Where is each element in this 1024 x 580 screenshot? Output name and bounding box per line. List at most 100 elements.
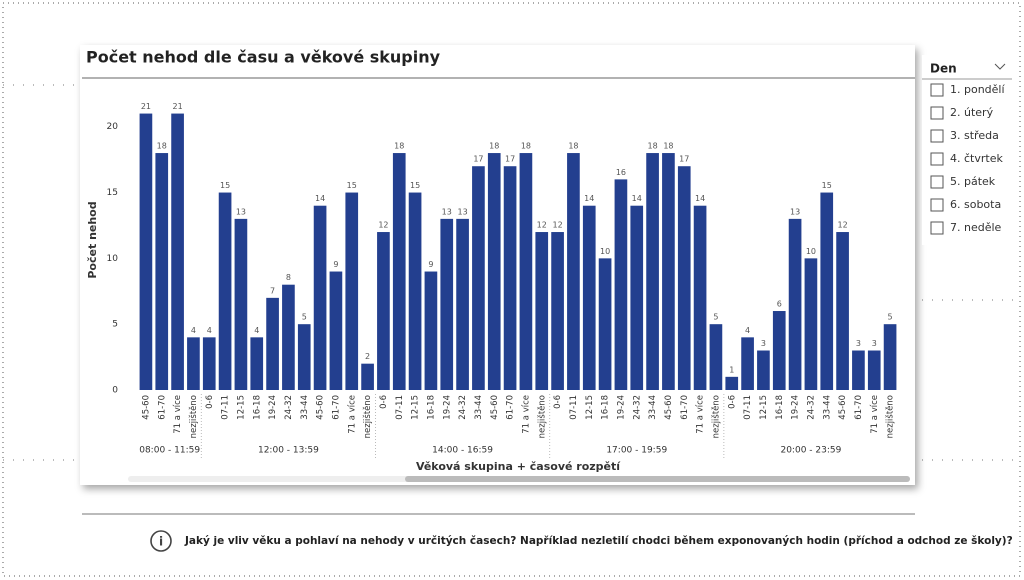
slicer-item[interactable]: 1. pondělí: [950, 83, 1005, 96]
bar[interactable]: [567, 153, 580, 390]
bar[interactable]: [630, 205, 644, 390]
bar[interactable]: [804, 258, 818, 390]
bar[interactable]: [836, 232, 849, 390]
slicer-item[interactable]: 3. středa: [950, 129, 999, 142]
bar[interactable]: [693, 205, 707, 390]
bar[interactable]: [646, 153, 659, 390]
bar[interactable]: [883, 324, 897, 390]
x-tick-label: 45-60: [490, 395, 500, 420]
data-label: 18: [157, 142, 167, 151]
x-tick-label: 71 a více: [521, 395, 531, 434]
x-tick-label: 33-44: [648, 395, 658, 420]
bar[interactable]: [535, 232, 549, 390]
x-tick-label: 61-70: [331, 395, 341, 420]
data-label: 9: [428, 260, 433, 269]
x-tick-label: 61-70: [157, 395, 167, 420]
bar[interactable]: [709, 324, 723, 390]
y-tick-label: 20: [107, 122, 119, 132]
bar[interactable]: [772, 311, 786, 390]
bar[interactable]: [598, 258, 612, 390]
data-label: 15: [347, 181, 357, 190]
bar[interactable]: [741, 337, 754, 390]
bar[interactable]: [297, 324, 311, 390]
bar[interactable]: [867, 350, 881, 390]
bar[interactable]: [440, 218, 454, 390]
slicer-item[interactable]: 2. úterý: [950, 106, 994, 119]
x-tick-label: 33-44: [474, 395, 484, 420]
data-label: 1: [729, 365, 734, 374]
bar[interactable]: [725, 376, 739, 390]
slicer-item[interactable]: 7. neděle: [950, 221, 1002, 234]
x-tick-label: 71 a více: [696, 395, 706, 434]
bar[interactable]: [250, 337, 264, 390]
slicer-checkbox[interactable]: [930, 129, 944, 143]
bar[interactable]: [456, 218, 469, 390]
x-tick-label: 16-18: [252, 395, 262, 420]
data-label: 5: [713, 313, 718, 322]
slicer-item[interactable]: 4. čtvrtek: [950, 152, 1003, 165]
bar[interactable]: [171, 113, 184, 391]
slicer-checkbox[interactable]: [930, 221, 944, 235]
slicer-item[interactable]: 5. pátek: [950, 175, 996, 188]
slicer-checkbox[interactable]: [930, 83, 944, 97]
data-label: 10: [806, 247, 816, 256]
bar[interactable]: [662, 153, 675, 390]
bar[interactable]: [757, 350, 770, 390]
bar[interactable]: [282, 284, 295, 390]
data-label: 13: [457, 207, 467, 216]
bar[interactable]: [551, 232, 564, 390]
y-tick-label: 5: [112, 320, 118, 330]
bar[interactable]: [677, 166, 691, 390]
x-tick-label: 12-15: [759, 395, 769, 420]
bar[interactable]: [155, 153, 169, 390]
bar[interactable]: [820, 192, 834, 390]
bar[interactable]: [614, 179, 628, 390]
bar[interactable]: [788, 218, 802, 390]
x-tick-label: 61-70: [506, 395, 516, 420]
slicer-checkbox[interactable]: [930, 152, 944, 166]
bar[interactable]: [345, 192, 359, 390]
bar[interactable]: [852, 350, 865, 390]
data-label: 6: [777, 300, 782, 309]
bar[interactable]: [377, 232, 390, 390]
bar[interactable]: [329, 271, 343, 390]
bar[interactable]: [266, 297, 279, 390]
bar[interactable]: [487, 153, 501, 390]
bar[interactable]: [472, 166, 485, 390]
data-label: 4: [254, 326, 259, 335]
bar[interactable]: [139, 113, 153, 391]
data-label: 21: [172, 102, 182, 111]
bar[interactable]: [424, 271, 438, 390]
data-label: 8: [286, 273, 291, 282]
bar[interactable]: [503, 166, 517, 390]
bar[interactable]: [234, 218, 248, 390]
x-tick-label: 0-6: [553, 395, 563, 409]
scrollbar-thumb[interactable]: [405, 476, 910, 482]
bar[interactable]: [582, 205, 596, 390]
data-label: 5: [302, 313, 307, 322]
bar[interactable]: [187, 337, 200, 390]
bar[interactable]: [313, 205, 327, 390]
slicer-checkbox[interactable]: [930, 106, 944, 120]
x-tick-label: 12-15: [236, 395, 246, 420]
bar[interactable]: [218, 192, 232, 390]
bar[interactable]: [519, 153, 533, 390]
bar[interactable]: [392, 153, 406, 390]
data-label: 3: [872, 339, 877, 348]
bar[interactable]: [202, 337, 216, 390]
data-label: 18: [394, 142, 404, 151]
data-label: 4: [207, 326, 212, 335]
slicer-item[interactable]: 6. sobota: [950, 198, 1001, 211]
slicer-chevron[interactable]: [994, 63, 1006, 70]
x-tick-label: 07-11: [569, 395, 579, 420]
slicer-checkbox[interactable]: [930, 198, 944, 212]
x-tick-label: 12-15: [585, 395, 595, 420]
x-tick-label: 24-32: [284, 395, 294, 420]
bar[interactable]: [408, 192, 422, 390]
data-label: 17: [505, 155, 515, 164]
data-label: 13: [790, 207, 800, 216]
x-tick-label: nezjištěno: [362, 395, 373, 438]
x-tick-label: 07-11: [395, 395, 405, 420]
slicer-checkbox[interactable]: [930, 175, 944, 189]
bar[interactable]: [361, 363, 374, 390]
